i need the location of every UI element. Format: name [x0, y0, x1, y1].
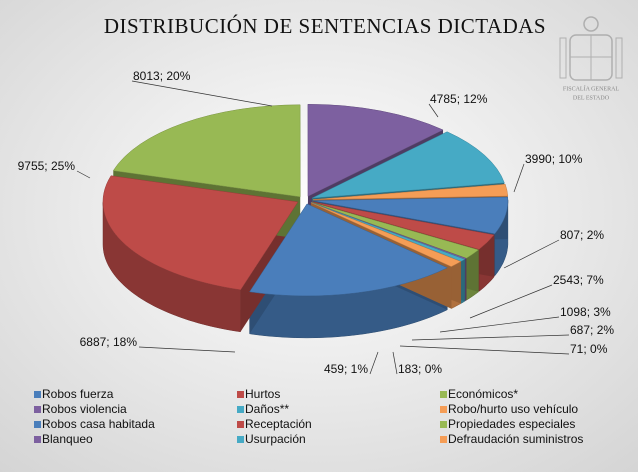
logo-text: FISCALÍA GENERAL — [563, 84, 620, 92]
logo-text: DEL ESTADO — [573, 95, 610, 101]
legend-label: Robos fuerza — [42, 387, 114, 401]
data-label: 1098; 3% — [560, 305, 611, 319]
leader-line — [399, 345, 570, 355]
slice — [311, 202, 480, 259]
data-label: 6887; 18% — [80, 335, 138, 349]
slice — [112, 104, 301, 198]
legend-swatch — [34, 436, 41, 443]
leader-line — [76, 170, 91, 179]
legend-label: Usurpación — [245, 432, 306, 446]
legend-label: Blanqueo — [42, 432, 93, 446]
legend-swatch — [34, 421, 41, 428]
slice — [249, 203, 448, 297]
data-label: 4785; 12% — [430, 92, 488, 106]
legend-swatch — [34, 406, 41, 413]
legend-swatch — [237, 391, 244, 398]
logo-pillar — [615, 37, 623, 79]
slice — [307, 104, 444, 197]
logo-shield — [569, 34, 613, 81]
slice — [312, 183, 509, 200]
legend-label: Propiedades especiales — [448, 417, 575, 431]
slice-tops — [102, 104, 509, 297]
logo-pillar — [559, 37, 567, 79]
legend-swatch — [237, 421, 244, 428]
legend-label: Económicos* — [448, 387, 518, 401]
data-label: 807; 2% — [560, 228, 604, 242]
legend-swatch — [440, 421, 447, 428]
data-label: 3990; 10% — [525, 152, 583, 166]
leader-line — [469, 284, 553, 319]
legend-swatch — [237, 406, 244, 413]
data-label: 8013; 20% — [133, 69, 191, 83]
leader-line — [503, 239, 560, 269]
legend-label: Defraudación suministros — [448, 432, 583, 446]
legend-label: Robos casa habitada — [42, 417, 155, 431]
legend-label: Robo/hurto uso vehículo — [448, 402, 578, 416]
chart-title: DISTRIBUCIÓN DE SENTENCIAS DICTADAS — [104, 14, 546, 38]
data-label: 183; 0% — [398, 362, 442, 376]
slice — [310, 202, 462, 267]
data-label: 687; 2% — [570, 323, 614, 337]
leader-line — [131, 80, 273, 107]
legend-swatch — [440, 406, 447, 413]
slice — [312, 201, 495, 250]
legend-swatch — [237, 436, 244, 443]
legend-label: Receptación — [245, 417, 312, 431]
legend-swatch — [440, 391, 447, 398]
leader-line — [513, 163, 525, 193]
legend-label: Robos violencia — [42, 402, 127, 416]
leader-line — [138, 346, 236, 353]
leader-line — [411, 334, 570, 341]
data-label: 2543; 7% — [553, 273, 604, 287]
logo — [559, 16, 623, 81]
leader-line — [428, 103, 439, 118]
leader-line — [369, 351, 379, 375]
legend-label: Hurtos — [245, 387, 280, 401]
data-label: 459; 1% — [324, 362, 368, 376]
legend-swatch — [440, 436, 447, 443]
slice — [311, 131, 505, 199]
leader-line — [439, 316, 560, 333]
data-label: 71; 0% — [570, 342, 608, 356]
legend-swatch — [34, 391, 41, 398]
leader-line — [392, 351, 398, 375]
data-label: 9755; 25% — [18, 159, 76, 173]
legend-label: Daños** — [245, 402, 289, 416]
slice — [312, 196, 509, 235]
logo-crown — [583, 16, 599, 32]
slice — [102, 175, 299, 291]
